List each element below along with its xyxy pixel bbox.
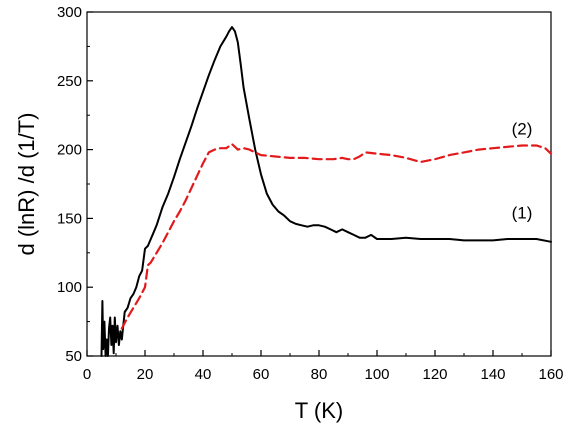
x-tick-label-8: 160 (538, 366, 563, 383)
series-layer (100, 26, 553, 357)
x-tick-label-2: 40 (195, 366, 212, 383)
curve-label-2: (2) (512, 119, 533, 138)
x-tick-label-0: 0 (83, 366, 91, 383)
x-tick-label-7: 140 (480, 366, 505, 383)
series-line-2 (120, 143, 553, 330)
x-tick-label-4: 80 (311, 366, 328, 383)
x-tick-label-1: 20 (137, 366, 154, 383)
y-tick-label-3: 200 (57, 142, 82, 159)
y-axis-title: d (lnR) /d (1/T) (14, 112, 39, 255)
x-tick-label-3: 60 (253, 366, 270, 383)
y-tick-label-2: 150 (57, 210, 82, 227)
y-tick-label-1: 100 (57, 279, 82, 296)
x-axis-ticks: 0 20 40 60 80 100 120 140 160 (83, 350, 564, 383)
y-tick-label-5: 300 (57, 4, 82, 21)
plot-frame (86, 11, 552, 357)
x-tick-label-5: 100 (364, 366, 389, 383)
x-tick-label-6: 120 (422, 366, 447, 383)
curve-label-1: (1) (512, 203, 533, 222)
y-axis-ticks: 50 100 150 200 250 300 (57, 4, 93, 365)
y-tick-label-0: 50 (65, 348, 82, 365)
x-axis-title: T (K) (295, 398, 343, 423)
series-line-1 (100, 26, 552, 357)
annotation-layer: (1) (2) (512, 119, 533, 222)
y-tick-label-4: 250 (57, 73, 82, 90)
